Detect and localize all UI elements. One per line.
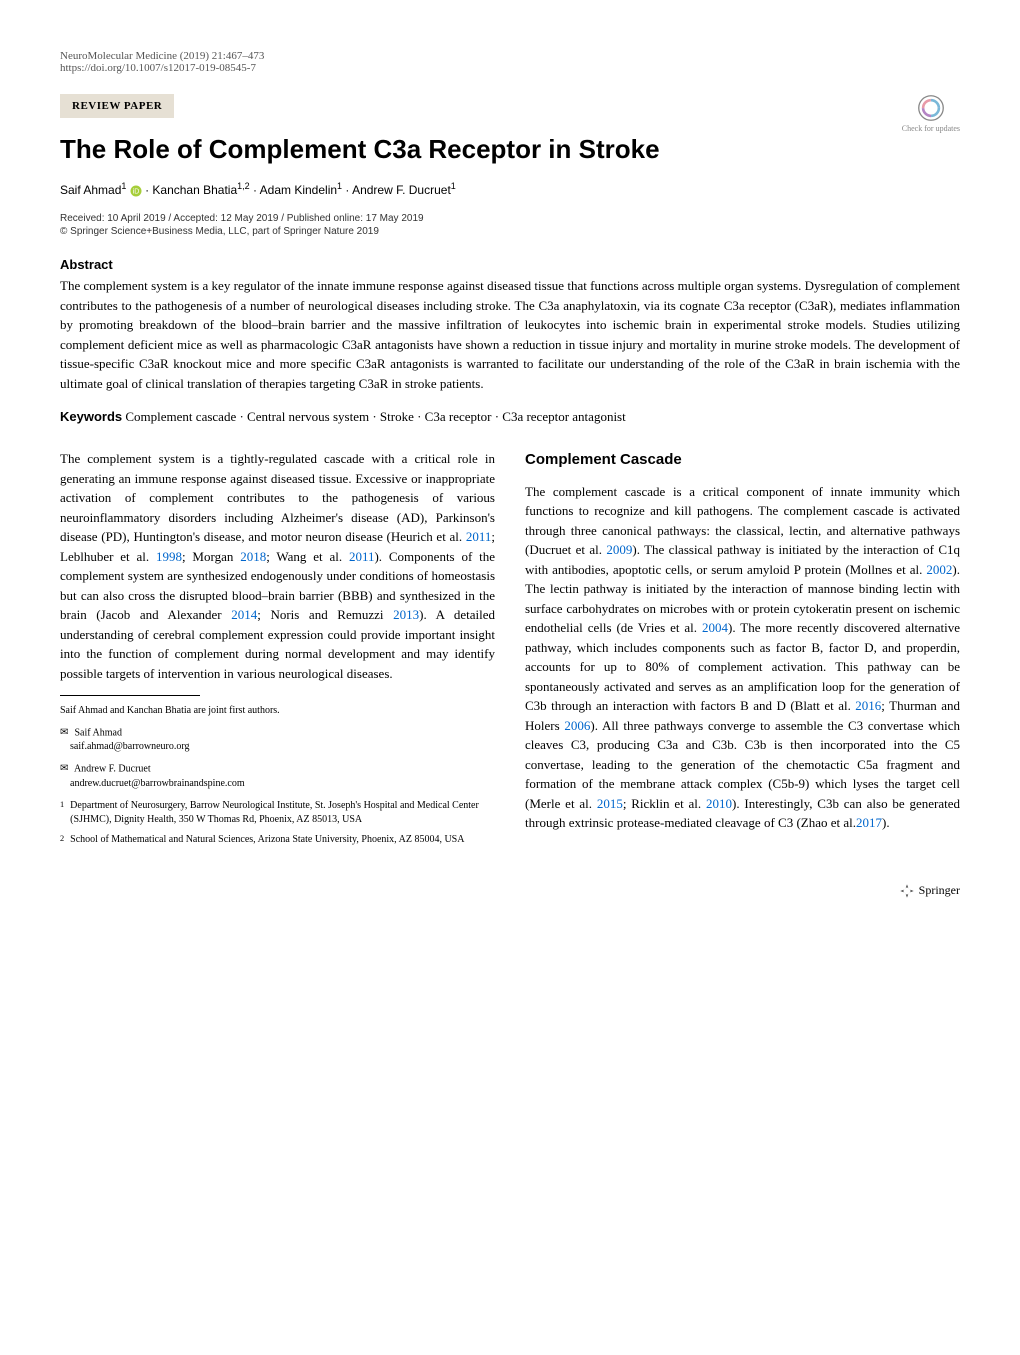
footnote-rule bbox=[60, 695, 200, 696]
header-row: NeuroMolecular Medicine (2019) 21:467–47… bbox=[60, 50, 960, 74]
corr1-name: Saif Ahmad bbox=[75, 727, 123, 738]
affil2-text: School of Mathematical and Natural Scien… bbox=[70, 833, 464, 847]
keywords-label: Keywords bbox=[60, 409, 122, 424]
affil2-num: 2 bbox=[60, 833, 64, 847]
corresponding-author-1: ✉ Saif Ahmad saif.ahmad@barrowneuro.org bbox=[60, 726, 495, 754]
springer-icon bbox=[899, 883, 915, 899]
mail-icon: ✉ bbox=[60, 762, 72, 776]
publisher-name: Springer bbox=[919, 883, 960, 898]
paper-title: The Role of Complement C3a Receptor in S… bbox=[60, 134, 960, 165]
corresponding-author-2: ✉ Andrew F. Ducruet andrew.ducruet@barro… bbox=[60, 762, 495, 790]
keywords-values: Complement cascade · Central nervous sys… bbox=[125, 409, 625, 424]
corr2-email: andrew.ducruet@barrowbrainandspine.com bbox=[70, 778, 245, 789]
two-column-body: The complement system is a tightly-regul… bbox=[60, 449, 960, 853]
page-footer: Springer bbox=[60, 883, 960, 899]
journal-citation: NeuroMolecular Medicine (2019) 21:467–47… bbox=[60, 50, 264, 62]
corr1-email: saif.ahmad@barrowneuro.org bbox=[70, 741, 190, 752]
complement-cascade-paragraph: The complement cascade is a critical com… bbox=[525, 482, 960, 833]
affil1-text: Department of Neurosurgery, Barrow Neuro… bbox=[70, 799, 495, 827]
affiliation-1: 1 Department of Neurosurgery, Barrow Neu… bbox=[60, 799, 495, 827]
check-updates-label: Check for updates bbox=[902, 124, 960, 133]
corr2-name: Andrew F. Ducruet bbox=[74, 764, 151, 775]
svg-text:iD: iD bbox=[132, 188, 139, 195]
abstract-text: The complement system is a key regulator… bbox=[60, 276, 960, 393]
section-heading: Complement Cascade bbox=[525, 449, 960, 472]
check-updates-badge[interactable]: Check for updates bbox=[902, 94, 960, 133]
doi-link[interactable]: https://doi.org/10.1007/s12017-019-08545… bbox=[60, 62, 264, 74]
right-column: Complement Cascade The complement cascad… bbox=[525, 449, 960, 853]
check-updates-icon bbox=[917, 94, 945, 122]
keywords-line: Keywords Complement cascade · Central ne… bbox=[60, 409, 960, 425]
abstract-heading: Abstract bbox=[60, 257, 960, 272]
left-column: The complement system is a tightly-regul… bbox=[60, 449, 495, 853]
affiliation-2: 2 School of Mathematical and Natural Sci… bbox=[60, 833, 495, 847]
joint-authors-note: Saif Ahmad and Kanchan Bhatia are joint … bbox=[60, 704, 495, 718]
springer-logo: Springer bbox=[899, 883, 960, 899]
affil1-num: 1 bbox=[60, 799, 64, 827]
mail-icon: ✉ bbox=[60, 726, 72, 740]
publication-dates: Received: 10 April 2019 / Accepted: 12 M… bbox=[60, 213, 960, 224]
paper-type-badge: REVIEW PAPER bbox=[60, 94, 174, 118]
intro-paragraph: The complement system is a tightly-regul… bbox=[60, 449, 495, 683]
copyright-line: © Springer Science+Business Media, LLC, … bbox=[60, 226, 960, 237]
authors-line: Saif Ahmad1 iD · Kanchan Bhatia1,2 · Ada… bbox=[60, 181, 960, 197]
